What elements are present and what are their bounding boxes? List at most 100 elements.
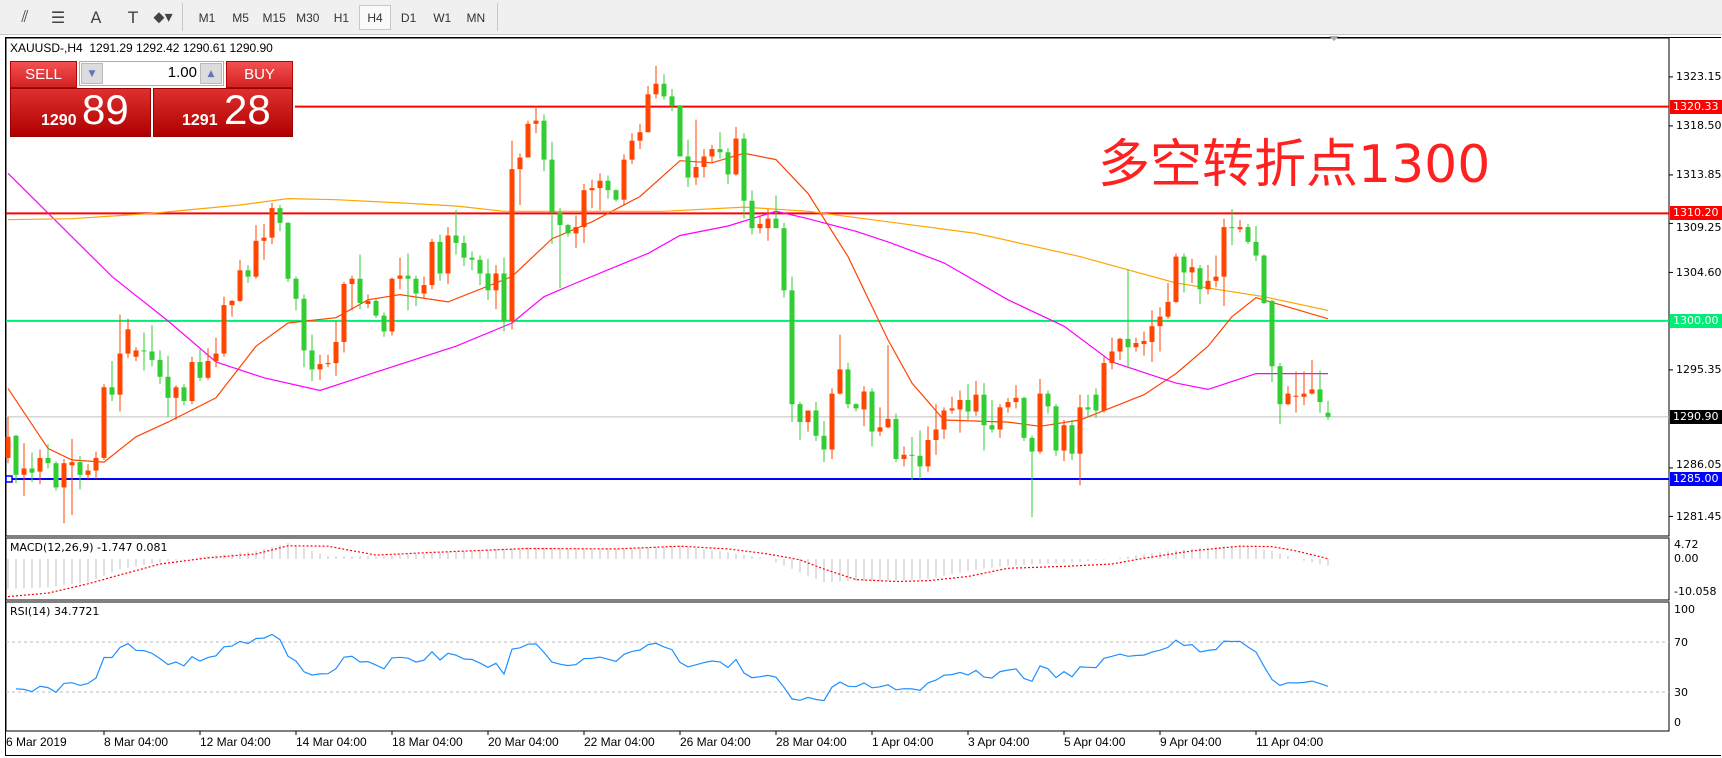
candle-bear xyxy=(149,351,155,360)
sell-button[interactable]: SELL xyxy=(10,61,77,88)
price-tag-1310.20: 1310.20 xyxy=(1670,206,1722,221)
candle-bull xyxy=(365,300,371,305)
candle-bear xyxy=(1197,268,1203,290)
rsi-line xyxy=(15,633,1329,702)
time-axis-label: 5 Apr 04:00 xyxy=(1064,735,1126,749)
candle-bear xyxy=(661,83,667,97)
candle-bear xyxy=(277,208,283,223)
candle-bear xyxy=(293,278,299,299)
buy-price-button[interactable]: 1291 28 xyxy=(153,86,293,137)
sell-price-button[interactable]: 1290 89 xyxy=(10,86,151,137)
candle-bear xyxy=(541,120,547,160)
candle-bull xyxy=(589,188,595,191)
candle-bull xyxy=(389,278,395,332)
price-axis-label: 1313.85 xyxy=(1676,168,1722,182)
candle-bear xyxy=(781,228,787,291)
candle-bull xyxy=(493,273,499,291)
candle-bear xyxy=(53,463,59,488)
price-axis-label: 1295.35 xyxy=(1676,363,1722,377)
candle-bull xyxy=(1109,351,1115,364)
candle-bull xyxy=(645,94,651,133)
candle-bear xyxy=(717,149,723,153)
moving-average-line xyxy=(7,152,1329,463)
candle-bull xyxy=(901,454,907,459)
chart-annotation-text[interactable]: 多空转折点1300 xyxy=(1098,135,1491,195)
timeframe-d1-button[interactable]: D1 xyxy=(400,10,417,25)
candle-bear xyxy=(437,241,443,274)
timeframe-mn-button[interactable]: MN xyxy=(466,10,486,25)
line-anchor-handle[interactable] xyxy=(5,475,13,483)
lot-increase-button[interactable]: ▲ xyxy=(200,63,222,84)
time-axis-label: 11 Apr 04:00 xyxy=(1256,735,1324,749)
candle-bear xyxy=(1277,366,1283,405)
timeframe-m30-button[interactable]: M30 xyxy=(296,10,320,25)
lot-size-value[interactable]: 1.00 xyxy=(167,64,197,81)
arrows-dropdown-icon[interactable]: ⬥▾ xyxy=(153,7,173,26)
candle-bull xyxy=(973,394,979,412)
candle-bull xyxy=(1301,393,1307,397)
candle-bear xyxy=(797,404,803,423)
fibonacci-icon[interactable]: ☰ xyxy=(50,7,66,27)
timeframe-h4-button[interactable]: H4 xyxy=(359,5,391,30)
candle-bull xyxy=(653,83,659,95)
candle-bear xyxy=(77,462,83,475)
candle-bull xyxy=(637,132,643,141)
candle-bull xyxy=(125,329,131,354)
moving-average-line xyxy=(7,172,1328,392)
price-axis-label: 1304.60 xyxy=(1676,265,1722,279)
candle-bull xyxy=(949,408,955,411)
toolbar-separator xyxy=(182,3,183,31)
lot-size-field[interactable]: ▼ 1.00 ▲ xyxy=(79,61,224,86)
candle-bear xyxy=(821,435,827,450)
chart-shift-icon[interactable] xyxy=(1329,36,1339,41)
main-price-panel xyxy=(5,37,1670,537)
time-axis-label: 14 Mar 04:00 xyxy=(296,735,367,749)
buy-button[interactable]: BUY xyxy=(226,61,293,88)
rsi-panel xyxy=(5,601,1670,732)
time-axis-label: 22 Mar 04:00 xyxy=(584,735,655,749)
text-icon[interactable]: A xyxy=(90,7,102,27)
candle-bull xyxy=(1061,425,1067,451)
candle-bear xyxy=(309,350,315,370)
text-label-icon[interactable]: T xyxy=(128,7,138,27)
candle-bear xyxy=(285,222,291,279)
toolbar-separator xyxy=(497,3,498,31)
macd-axis-label: 0.00 xyxy=(1674,552,1699,565)
candle-bear xyxy=(845,369,851,405)
candle-bear xyxy=(197,362,203,378)
equidistant-channel-icon[interactable]: ⫽ xyxy=(21,7,29,26)
time-axis-label: 3 Apr 04:00 xyxy=(968,735,1030,749)
price-axis-label: 1281.45 xyxy=(1676,509,1722,523)
rsi-axis-label: 0 xyxy=(1674,716,1681,729)
time-axis-label: 26 Mar 04:00 xyxy=(680,735,751,749)
candle-bull xyxy=(93,457,99,471)
lot-decrease-button[interactable]: ▼ xyxy=(81,63,103,84)
timeframe-m5-button[interactable]: M5 xyxy=(232,10,249,25)
timeframe-m15-button[interactable]: M15 xyxy=(262,10,286,25)
candle-bull xyxy=(269,208,275,238)
timeframe-m1-button[interactable]: M1 xyxy=(198,10,216,25)
candle-bull xyxy=(1101,363,1107,411)
candle-bear xyxy=(893,418,899,459)
candle-bull xyxy=(861,391,867,410)
candle-bull xyxy=(1037,393,1043,452)
timeframe-h1-button[interactable]: H1 xyxy=(333,10,350,25)
candle-bear xyxy=(301,298,307,351)
candle-bull xyxy=(525,123,531,158)
time-axis-label: 1 Apr 04:00 xyxy=(872,735,934,749)
candle-bull xyxy=(597,180,603,189)
candle-bear xyxy=(461,242,467,258)
candle-bull xyxy=(1005,402,1011,408)
candle-bear xyxy=(909,454,915,456)
toolbar: ⫽ ☰ A T ⬥▾ M1 M5 M15 M30 H1 H4 D1 W1 MN xyxy=(0,0,1722,35)
candle-bear xyxy=(741,138,747,201)
candle-bear xyxy=(501,273,507,321)
timeframe-w1-button[interactable]: W1 xyxy=(433,10,452,25)
candle-bull xyxy=(885,418,891,428)
macd-axis-label: -10.058 xyxy=(1674,585,1717,598)
candle-bear xyxy=(1085,407,1091,410)
candle-bear xyxy=(1181,256,1187,273)
candle-bull xyxy=(997,407,1003,430)
candle-bear xyxy=(245,270,251,277)
